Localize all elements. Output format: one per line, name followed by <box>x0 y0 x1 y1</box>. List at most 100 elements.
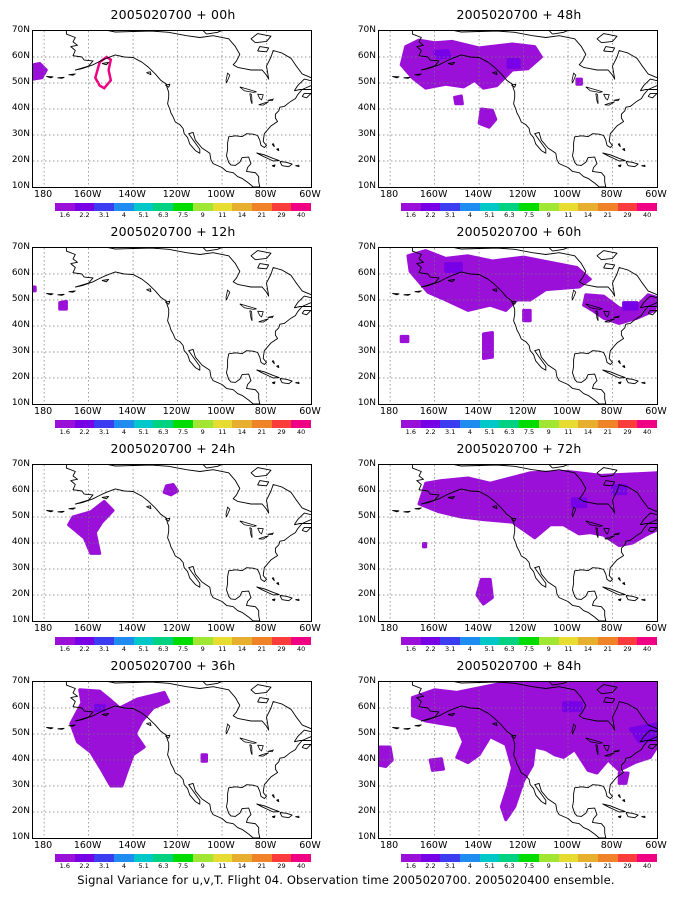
map-area <box>378 464 658 622</box>
longitude-tick-label: 60W <box>645 406 667 417</box>
longitude-tick-label: 100W <box>553 406 581 417</box>
island-outline <box>492 722 498 727</box>
map-area <box>32 30 312 188</box>
latitude-tick-label: 60N <box>11 51 30 61</box>
island-outline <box>146 71 152 76</box>
colorbar-swatch <box>74 420 95 428</box>
colorbar-label: 5.1 <box>484 645 495 653</box>
colorbar-label: 40 <box>643 428 652 436</box>
colorbar-swatch <box>401 420 421 428</box>
longitude-tick-label: 120W <box>162 406 191 417</box>
longitude-tick-label: 160W <box>73 840 102 851</box>
variance-shading-region <box>428 757 445 772</box>
colorbar-swatch <box>153 203 174 211</box>
colorbar-swatch <box>212 203 233 211</box>
colorbar-label: 7.5 <box>523 645 535 653</box>
colorbar-swatch <box>460 420 480 428</box>
lake-outline <box>571 72 577 84</box>
colorbar-label: 7.5 <box>523 211 535 219</box>
coastline <box>411 682 657 838</box>
colorbar-swatch <box>519 420 539 428</box>
colorbar-label: 5.1 <box>138 645 149 653</box>
island-outline <box>625 378 639 385</box>
map-area <box>378 30 658 188</box>
colorbar-swatch <box>499 203 520 211</box>
lake-outline <box>249 310 253 321</box>
variance-shading-core <box>562 701 583 713</box>
colorbar-swatch <box>251 420 272 428</box>
island-outline <box>202 248 222 252</box>
variance-shading-core <box>611 484 628 496</box>
colorbar-label: 4 <box>467 862 472 870</box>
island-outline <box>57 76 65 79</box>
island-outline <box>256 586 280 596</box>
island-outline <box>57 727 65 730</box>
colorbar-swatch <box>192 854 213 862</box>
lake-outline <box>613 98 621 102</box>
longitude-tick-label: 100W <box>207 406 235 417</box>
latitude-tick-label: 60N <box>357 268 376 278</box>
island-outline <box>250 467 272 478</box>
colorbar-swatch <box>114 854 134 862</box>
colorbar-label: 2.2 <box>425 645 436 653</box>
map-panel-p24: 2005020700 + 24h 70N 60N 50N 40N 30N 20N 10N 180… <box>0 434 346 653</box>
island-outline <box>250 684 272 695</box>
island-outline <box>447 713 456 717</box>
colorbar-swatch <box>94 637 115 645</box>
map-canvas <box>33 465 311 621</box>
latitude-tick-label: 40N <box>357 754 376 764</box>
coastline <box>65 682 311 838</box>
lake-outline <box>613 532 621 536</box>
island-outline <box>492 505 498 510</box>
variance-shading-region <box>522 308 532 323</box>
island-outline <box>165 734 171 739</box>
latitude-tick-label: 30N <box>11 780 30 790</box>
colorbar-swatch <box>55 854 75 862</box>
island-outline <box>276 582 280 586</box>
colorbar-swatch <box>74 854 95 862</box>
colorbar-swatch <box>232 420 252 428</box>
colorbar-swatch <box>114 203 134 211</box>
latitude-tick-label: 30N <box>357 780 376 790</box>
colorbar-swatch <box>153 637 174 645</box>
colorbar-label: 2.2 <box>425 862 436 870</box>
colorbar-label: 5.1 <box>484 428 495 436</box>
lake-outline <box>267 532 275 536</box>
colorbar-label: 14 <box>583 645 593 653</box>
colorbar-label: 29 <box>623 862 632 870</box>
colorbar-label: 21 <box>257 428 266 436</box>
variance-contour <box>93 55 113 90</box>
latitude-tick-label: 70N <box>11 25 30 35</box>
island-outline <box>257 263 270 270</box>
colorbar-label: 7.5 <box>177 428 189 436</box>
island-outline <box>295 815 300 818</box>
variance-shading-core <box>444 262 463 273</box>
island-outline <box>202 31 222 35</box>
island-outline <box>392 293 400 296</box>
island-outline <box>202 682 222 686</box>
colorbar-label: 4 <box>121 428 126 436</box>
variance-shading-region <box>575 77 583 86</box>
coastline <box>411 465 657 621</box>
island-outline <box>617 143 621 148</box>
latitude-tick-label: 50N <box>11 511 30 521</box>
latitude-tick-label: 60N <box>11 702 30 712</box>
latitude-tick-label: 70N <box>357 459 376 469</box>
longitude-tick-label: 160W <box>73 623 102 634</box>
colorbar-swatch <box>55 637 75 645</box>
lake-outline <box>257 310 264 318</box>
panel-title: 2005020700 + 60h <box>456 224 582 239</box>
island-outline <box>146 722 152 727</box>
longitude-tick-label: 80W <box>254 189 277 200</box>
island-outline <box>622 799 626 803</box>
colorbar-label: 1.6 <box>405 211 417 219</box>
longitude-tick-label: 80W <box>254 840 277 851</box>
lake-outline <box>585 520 603 527</box>
latitude-tick-label: 70N <box>11 676 30 686</box>
colorbar-swatch <box>94 854 115 862</box>
latitude-tick-label: 30N <box>11 129 30 139</box>
colorbar-label: 40 <box>643 211 652 219</box>
latitude-tick-label: 70N <box>357 242 376 252</box>
colorbar-swatch <box>251 203 272 211</box>
lake-outline <box>258 752 269 757</box>
